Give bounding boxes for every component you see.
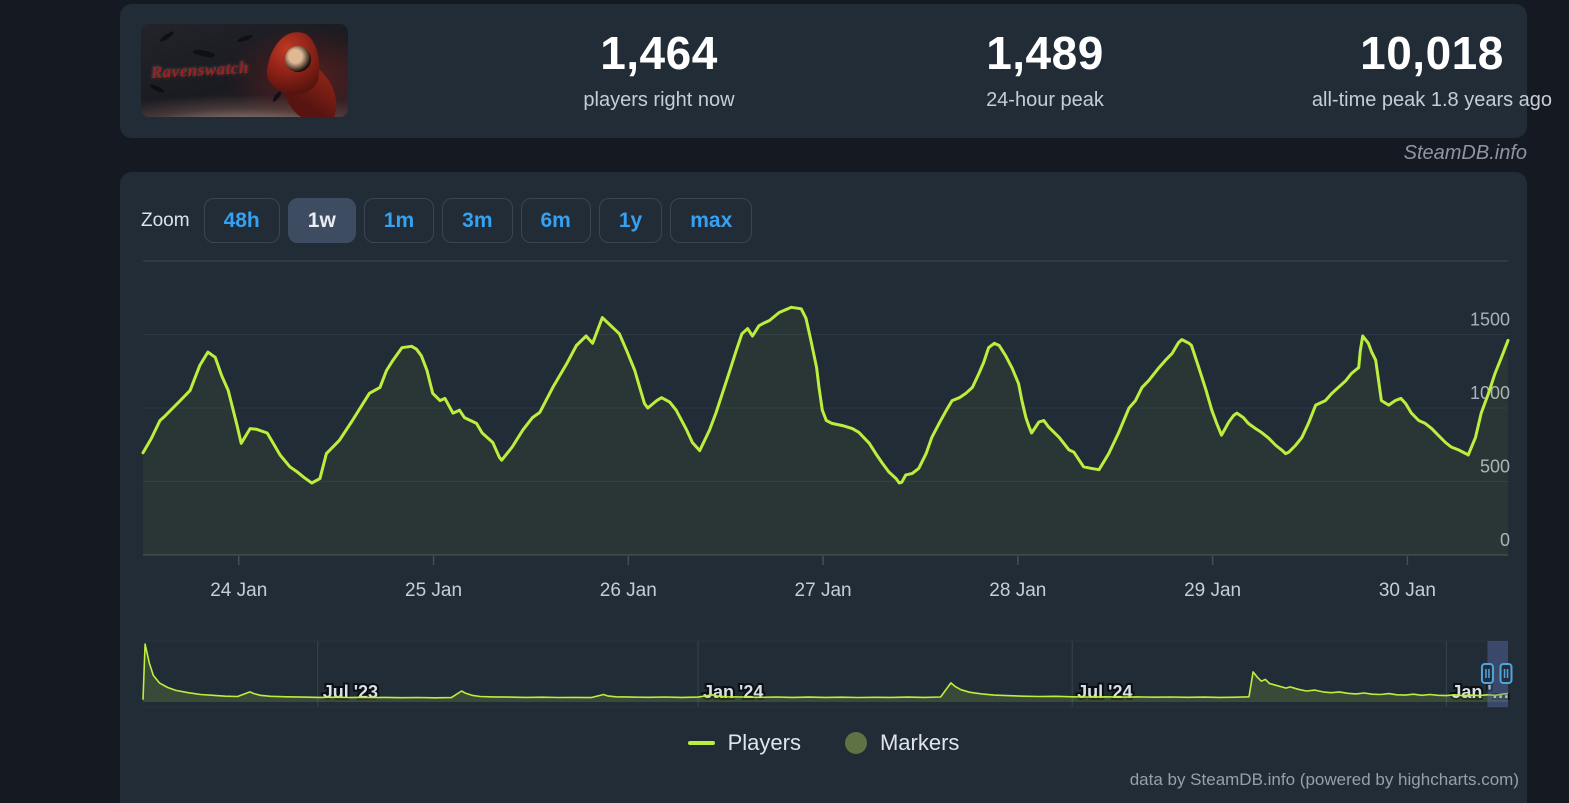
- handle-grip-icon: [1480, 663, 1494, 684]
- credits-link[interactable]: data by SteamDB.info (powered by highcha…: [1129, 770, 1519, 789]
- game-capsule[interactable]: Ravenswatch: [141, 24, 348, 117]
- feather-icon: [236, 34, 254, 43]
- feather-icon: [192, 46, 216, 61]
- navigator-selection[interactable]: [1487, 641, 1508, 707]
- peak-24h-label: 24-hour peak: [986, 89, 1104, 111]
- steamdb-watermark-link[interactable]: SteamDB.info: [1403, 142, 1527, 164]
- zoom-buttons-group: 48h 1w 1m 3m 6m 1y max: [203, 198, 761, 243]
- stat-current-players: 1,464 players right now: [489, 26, 829, 112]
- legend-item-players[interactable]: Players: [687, 730, 801, 756]
- zoom-range-1m[interactable]: 1m: [363, 198, 435, 243]
- zoom-range-6m[interactable]: 6m: [520, 198, 591, 243]
- capsule-face-art: [285, 46, 311, 72]
- legend-item-markers[interactable]: Markers: [844, 730, 960, 756]
- legend-label: Players: [727, 730, 801, 755]
- game-logo: Ravenswatch: [150, 58, 250, 83]
- plot-area[interactable]: [143, 261, 1508, 555]
- zoom-range-toolbar: Zoom 48h 1w 1m 3m 6m 1y max: [141, 198, 760, 243]
- zoom-range-1y[interactable]: 1y: [598, 198, 663, 243]
- legend-label: Markers: [879, 730, 960, 755]
- zoom-range-48h[interactable]: 48h: [203, 198, 280, 243]
- handle-grip-icon: [1499, 663, 1513, 684]
- peak-24h-value: 1,489: [986, 27, 1104, 79]
- header-card: Ravenswatch 1,464 players right now 1,48…: [120, 4, 1552, 138]
- legend-circle-icon: [844, 732, 867, 754]
- feather-icon: [149, 81, 165, 96]
- alltime-peak-label: all-time peak 1.8 years ago: [1311, 89, 1553, 111]
- navigator-handle-left[interactable]: [1480, 663, 1494, 684]
- zoom-range-1w[interactable]: 1w: [287, 198, 356, 243]
- zoom-label: Zoom: [141, 209, 190, 231]
- feather-icon: [270, 90, 284, 103]
- stat-24h-peak: 1,489 24-hour peak: [875, 26, 1215, 112]
- current-players-value: 1,464: [600, 27, 718, 79]
- current-players-label: players right now: [583, 89, 735, 111]
- chart-legend: Players Markers: [120, 730, 1527, 756]
- legend-line-icon: [687, 741, 715, 745]
- stat-alltime-peak: 10,018 all-time peak 1.8 years ago: [1262, 26, 1569, 112]
- feather-icon: [158, 30, 176, 43]
- zoom-range-3m[interactable]: 3m: [442, 198, 513, 243]
- alltime-peak-value: 10,018: [1360, 27, 1504, 79]
- zoom-range-max[interactable]: max: [670, 198, 753, 243]
- navigator-handle-right[interactable]: [1499, 663, 1513, 684]
